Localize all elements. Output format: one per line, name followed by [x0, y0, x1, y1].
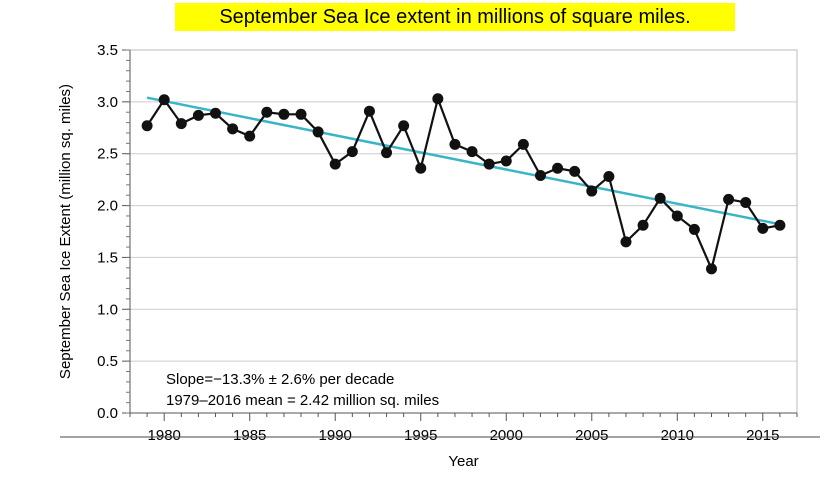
x-tick-label: 1990 — [319, 427, 352, 444]
data-point — [381, 147, 393, 159]
y-tick-label: 2.5 — [97, 146, 118, 163]
data-point — [705, 263, 717, 275]
data-point — [688, 223, 700, 235]
data-point — [654, 192, 666, 204]
axes — [129, 49, 798, 414]
data-point — [415, 162, 427, 174]
data-point — [346, 146, 358, 158]
data-point — [466, 146, 478, 158]
x-tick-label: 1985 — [233, 427, 266, 444]
y-tick-label: 1.0 — [97, 301, 118, 318]
x-tick-label: 2000 — [490, 427, 523, 444]
x-tick-label: 1995 — [404, 427, 437, 444]
data-point — [637, 219, 649, 231]
data-point — [278, 108, 290, 120]
data-point — [261, 106, 273, 118]
data-point — [774, 219, 786, 231]
chart-title-banner: September Sea Ice extent in millions of … — [175, 3, 735, 31]
data-point — [586, 185, 598, 197]
data-point — [483, 158, 495, 170]
data-point — [500, 155, 512, 167]
data-point — [569, 165, 581, 177]
trend-line — [146, 96, 781, 226]
x-tick-label: 2010 — [661, 427, 694, 444]
x-tick-label: 1980 — [148, 427, 181, 444]
data-point — [244, 130, 256, 142]
x-tick-label: 2005 — [575, 427, 608, 444]
x-axis-title: Year — [448, 453, 478, 470]
mean-annotation: 1979–2016 mean = 2.42 million sq. miles — [166, 392, 439, 409]
data-point — [740, 196, 752, 208]
data-point — [175, 118, 187, 130]
data-point — [671, 210, 683, 222]
data-point — [363, 105, 375, 117]
data-point — [620, 236, 632, 248]
x-axis-ticks: 1980 1985 1990 1995 2000 2005 2010 2015 — [129, 413, 798, 444]
data-point — [312, 126, 324, 138]
data-point — [192, 109, 204, 121]
y-tick-label: 3.5 — [97, 42, 118, 59]
slope-annotation: Slope=−13.3% ± 2.6% per decade — [166, 371, 394, 388]
data-point — [295, 108, 307, 120]
data-point — [552, 162, 564, 174]
data-point — [227, 123, 239, 135]
y-tick-label: 3.0 — [97, 94, 118, 111]
trend-line-group — [146, 96, 781, 226]
y-axis-title: September Sea Ice Extent (million sq. mi… — [57, 84, 74, 379]
data-point — [141, 120, 153, 132]
data-point — [534, 169, 546, 181]
y-tick-label: 0.5 — [97, 353, 118, 370]
y-tick-label: 0.0 — [97, 405, 118, 422]
y-axis-ticks: 0.0 0.5 1.0 1.5 2.0 2.5 3.0 3.5 — [97, 42, 130, 422]
series-group — [141, 93, 786, 275]
data-point — [723, 193, 735, 205]
data-point — [603, 171, 615, 183]
data-point — [398, 120, 410, 132]
data-point — [449, 138, 461, 150]
data-point — [158, 94, 170, 106]
data-point — [210, 107, 222, 119]
x-tick-label: 2015 — [746, 427, 779, 444]
series-line — [146, 97, 781, 270]
data-point — [757, 222, 769, 234]
data-point — [517, 138, 529, 150]
y-tick-label: 1.5 — [97, 249, 118, 266]
data-point — [432, 93, 444, 105]
y-tick-label: 2.0 — [97, 198, 118, 215]
data-point — [329, 158, 341, 170]
